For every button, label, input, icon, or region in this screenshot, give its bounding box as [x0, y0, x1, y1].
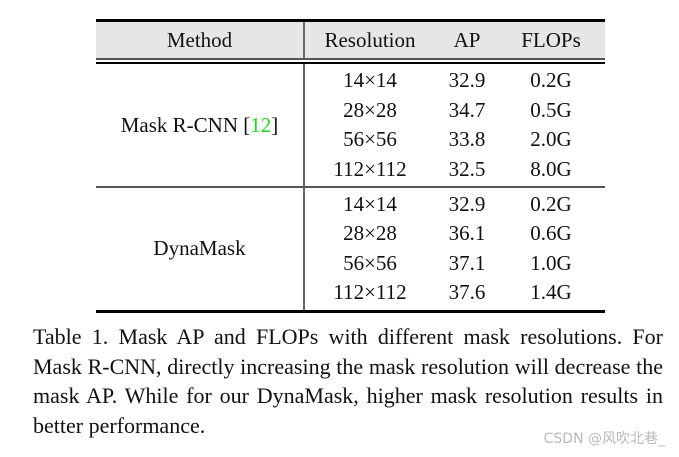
flops-cell: 0.2G [530, 68, 572, 93]
header-ap: AP [453, 27, 481, 52]
results-table: Method Resolution AP FLOPs Mask R-CNN [1… [96, 19, 605, 313]
citation-bracket: ] [271, 112, 279, 137]
column-separator [303, 64, 305, 186]
resolution-cell: 14×14 [343, 191, 397, 216]
table-row: 112×112 32.5 8.0G [303, 155, 605, 185]
resolution-cell: 28×28 [343, 221, 397, 246]
column-separator [303, 22, 305, 58]
ap-cell: 37.1 [448, 250, 486, 275]
method-label: Mask R-CNN [12] [96, 64, 303, 186]
group-mask-rcnn: Mask R-CNN [12] 14×14 32.9 0.2G 28×28 34… [96, 64, 605, 186]
ap-cell: 32.5 [448, 156, 486, 181]
ap-cell: 36.1 [448, 221, 486, 246]
ap-cell: 33.8 [448, 127, 486, 152]
method-name: DynaMask [153, 236, 246, 260]
table-row: 112×112 37.6 1.4G [303, 278, 605, 308]
resolution-cell: 28×28 [343, 97, 397, 122]
flops-cell: 0.6G [530, 221, 572, 246]
flops-cell: 0.2G [530, 191, 572, 216]
group-rule [96, 186, 605, 188]
flops-cell: 1.4G [530, 280, 572, 305]
resolution-cell: 56×56 [343, 127, 397, 152]
flops-cell: 0.5G [530, 97, 572, 122]
table-caption: Table 1. Mask AP and FLOPs with differen… [33, 324, 663, 438]
ap-cell: 37.6 [448, 280, 486, 305]
citation-bracket: [ [243, 112, 251, 137]
header-flops: FLOPs [521, 27, 581, 52]
citation-link[interactable]: 12 [250, 112, 272, 137]
group-dynamask: DynaMask 14×14 32.9 0.2G 28×28 36.1 0.6G… [96, 187, 605, 310]
method-label: DynaMask [96, 188, 303, 310]
ap-cell: 32.9 [448, 68, 486, 93]
table-row: 14×14 32.9 0.2G [303, 190, 605, 220]
column-separator [303, 187, 305, 310]
ap-cell: 34.7 [448, 97, 486, 122]
table-row: 28×28 36.1 0.6G [303, 219, 605, 249]
header-rule [96, 62, 605, 64]
table-row: 56×56 37.1 1.0G [303, 249, 605, 279]
bottom-rule [96, 309, 605, 313]
resolution-cell: 14×14 [343, 68, 397, 93]
table-row: 28×28 34.7 0.5G [303, 96, 605, 126]
table-row: 14×14 32.9 0.2G [303, 66, 605, 96]
ap-cell: 32.9 [448, 191, 486, 216]
header-resolution: Resolution [324, 27, 416, 52]
top-rule [96, 19, 605, 22]
table-row: 56×56 33.8 2.0G [303, 125, 605, 155]
flops-cell: 1.0G [530, 250, 572, 275]
header-method: Method [166, 27, 233, 52]
method-name: Mask R-CNN [120, 112, 238, 137]
table-header: Method Resolution AP FLOPs [96, 22, 605, 60]
resolution-cell: 56×56 [343, 250, 397, 275]
watermark: CSDN @风吹北巷_ [543, 431, 665, 447]
resolution-cell: 112×112 [333, 156, 407, 181]
resolution-cell: 112×112 [333, 280, 407, 305]
flops-cell: 2.0G [530, 127, 572, 152]
flops-cell: 8.0G [530, 156, 572, 181]
